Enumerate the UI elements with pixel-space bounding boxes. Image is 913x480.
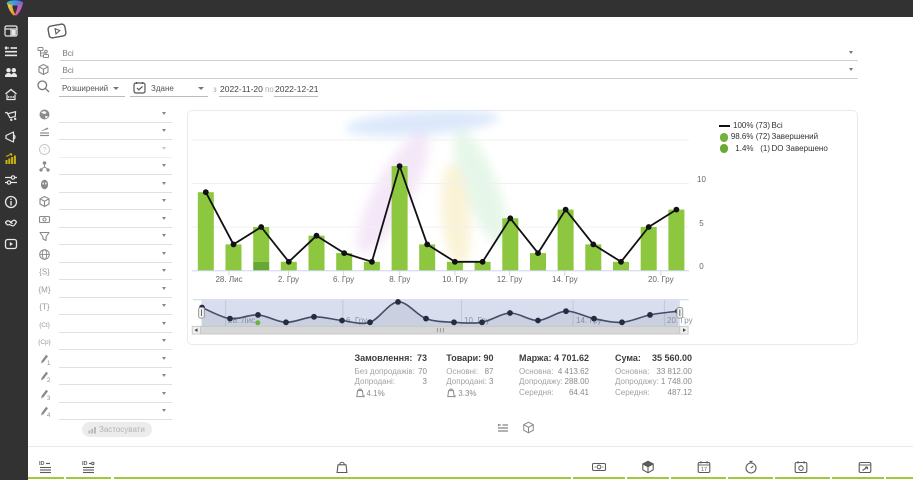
svg-text:28. Лис: 28. Лис xyxy=(228,316,255,325)
svg-text:14. Гру: 14. Гру xyxy=(576,316,602,325)
svg-text:ID: ID xyxy=(82,461,88,467)
svg-text:17: 17 xyxy=(701,467,707,473)
svg-text:?: ? xyxy=(43,147,47,154)
svg-text:{Ct}: {Ct} xyxy=(39,322,51,329)
svg-text:20. Гру: 20. Гру xyxy=(667,316,693,325)
svg-text:0: 0 xyxy=(699,262,704,271)
svg-text:{T}: {T} xyxy=(39,303,50,312)
svg-text:2. Гру: 2. Гру xyxy=(278,275,299,284)
svg-text:{M}: {M} xyxy=(38,285,50,294)
svg-text:{Cp}: {Cp} xyxy=(38,339,51,346)
svg-text:ID: ID xyxy=(39,461,45,467)
svg-text:4: 4 xyxy=(47,413,51,418)
svg-text:5: 5 xyxy=(699,219,704,228)
svg-text:10: 10 xyxy=(697,175,706,184)
svg-text:x: x xyxy=(363,394,365,399)
svg-text:8. Гру: 8. Гру xyxy=(389,275,410,284)
svg-text:12. Гру: 12. Гру xyxy=(497,275,523,284)
svg-text:6. Гру: 6. Гру xyxy=(333,275,354,284)
svg-text:14. Гру: 14. Гру xyxy=(552,275,578,284)
svg-text:3: 3 xyxy=(47,396,51,401)
svg-text:28. Лис: 28. Лис xyxy=(215,275,242,284)
svg-text:20. Гру: 20. Гру xyxy=(648,275,674,284)
svg-text:{S}: {S} xyxy=(39,268,50,277)
svg-text:2: 2 xyxy=(47,378,51,383)
svg-text:x: x xyxy=(454,394,456,399)
svg-text:10. Гру: 10. Гру xyxy=(442,275,468,284)
svg-text:1: 1 xyxy=(47,361,51,366)
svg-text:10. Гру: 10. Гру xyxy=(464,316,490,325)
svg-text:6. Гру: 6. Гру xyxy=(346,316,367,325)
